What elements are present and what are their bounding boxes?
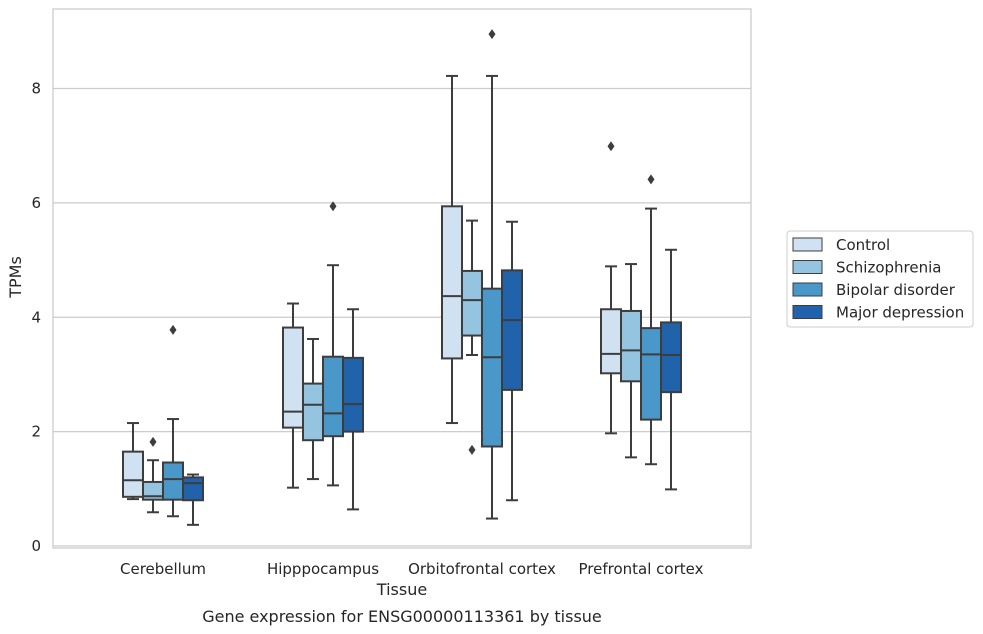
outlier-point-0 [149, 436, 157, 447]
box-iqr [501, 269, 523, 391]
box-0-1 [282, 302, 304, 489]
x-tick-labels: Cerebellum Hipppocampus Orbitofrontal cort… [120, 560, 704, 578]
box-iqr [640, 327, 662, 421]
outlier-point-0 [607, 141, 615, 152]
y-tick-labels: 0 2 4 6 8 [31, 80, 41, 556]
box-iqr [322, 355, 344, 438]
y-tick-label-4: 8 [31, 80, 41, 98]
legend-swatch-3 [792, 305, 823, 319]
box-1-1 [302, 337, 324, 481]
gridlines [53, 87, 751, 547]
y-tick-label-2: 4 [31, 308, 41, 326]
box-2-0 [162, 324, 184, 518]
outlier-point-0 [468, 444, 476, 455]
box-iqr [461, 269, 483, 337]
box-iqr [182, 476, 204, 502]
x-tick-label-1: Hipppocampus [267, 560, 379, 578]
box-iqr [660, 321, 682, 394]
x-tick-label-2: Orbitofrontal cortex [408, 560, 556, 578]
box-iqr [342, 356, 364, 433]
box-iqr [600, 308, 622, 375]
plot-area [52, 8, 752, 549]
box-iqr [481, 287, 503, 448]
outlier-point-0 [488, 29, 496, 40]
box-iqr [620, 309, 642, 383]
box-iqr [441, 205, 463, 360]
legend: Control Schizophrenia Bipolar disorder Majo… [786, 230, 974, 328]
legend-swatch-1 [792, 260, 823, 274]
box-plots [122, 29, 682, 526]
box-2-3 [640, 174, 662, 466]
outlier-point-0 [169, 324, 177, 335]
box-iqr [282, 326, 304, 429]
box-3-2 [501, 220, 523, 502]
box-2-1 [322, 201, 344, 487]
box-2-2 [481, 29, 503, 520]
legend-swatch-2 [792, 282, 823, 297]
box-0-2 [441, 74, 463, 425]
box-3-0 [182, 473, 204, 526]
x-tick-label-0: Cerebellum [120, 560, 206, 578]
outlier-point-0 [329, 201, 337, 212]
legend-label-3: Major depression [836, 304, 964, 322]
legend-label-2: Bipolar disorder [836, 281, 956, 299]
legend-swatch-0 [792, 237, 823, 252]
box-1-0 [142, 436, 164, 514]
y-tick-label-0: 0 [31, 537, 41, 555]
box-iqr [302, 382, 324, 442]
y-axis-label: TPMs [6, 256, 25, 299]
box-0-3 [600, 141, 622, 435]
box-iqr [162, 461, 184, 501]
box-3-1 [342, 308, 364, 511]
outlier-point-0 [647, 174, 655, 185]
box-3-3 [660, 248, 682, 491]
x-tick-label-3: Prefrontal cortex [579, 560, 704, 578]
box-iqr [122, 450, 144, 498]
box-1-2 [461, 219, 483, 455]
legend-label-1: Schizophrenia [836, 259, 941, 277]
box-1-3 [620, 263, 642, 459]
y-tick-label-1: 2 [31, 423, 41, 441]
box-0-0 [122, 422, 144, 501]
legend-frame [786, 230, 974, 328]
y-tick-label-3: 6 [31, 194, 41, 212]
x-axis-label: Tissue [376, 580, 427, 599]
legend-label-0: Control [836, 236, 890, 254]
chart-caption: Gene expression for ENSG00000113361 by t… [202, 607, 602, 626]
